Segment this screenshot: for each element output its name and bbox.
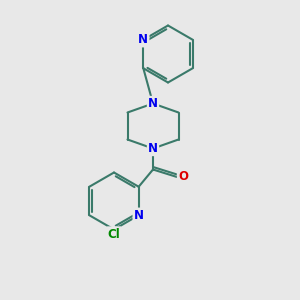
Text: O: O <box>178 170 188 184</box>
Text: N: N <box>148 142 158 155</box>
Text: Cl: Cl <box>108 227 120 241</box>
Text: N: N <box>138 33 148 46</box>
Text: N: N <box>134 209 144 222</box>
Text: N: N <box>148 97 158 110</box>
